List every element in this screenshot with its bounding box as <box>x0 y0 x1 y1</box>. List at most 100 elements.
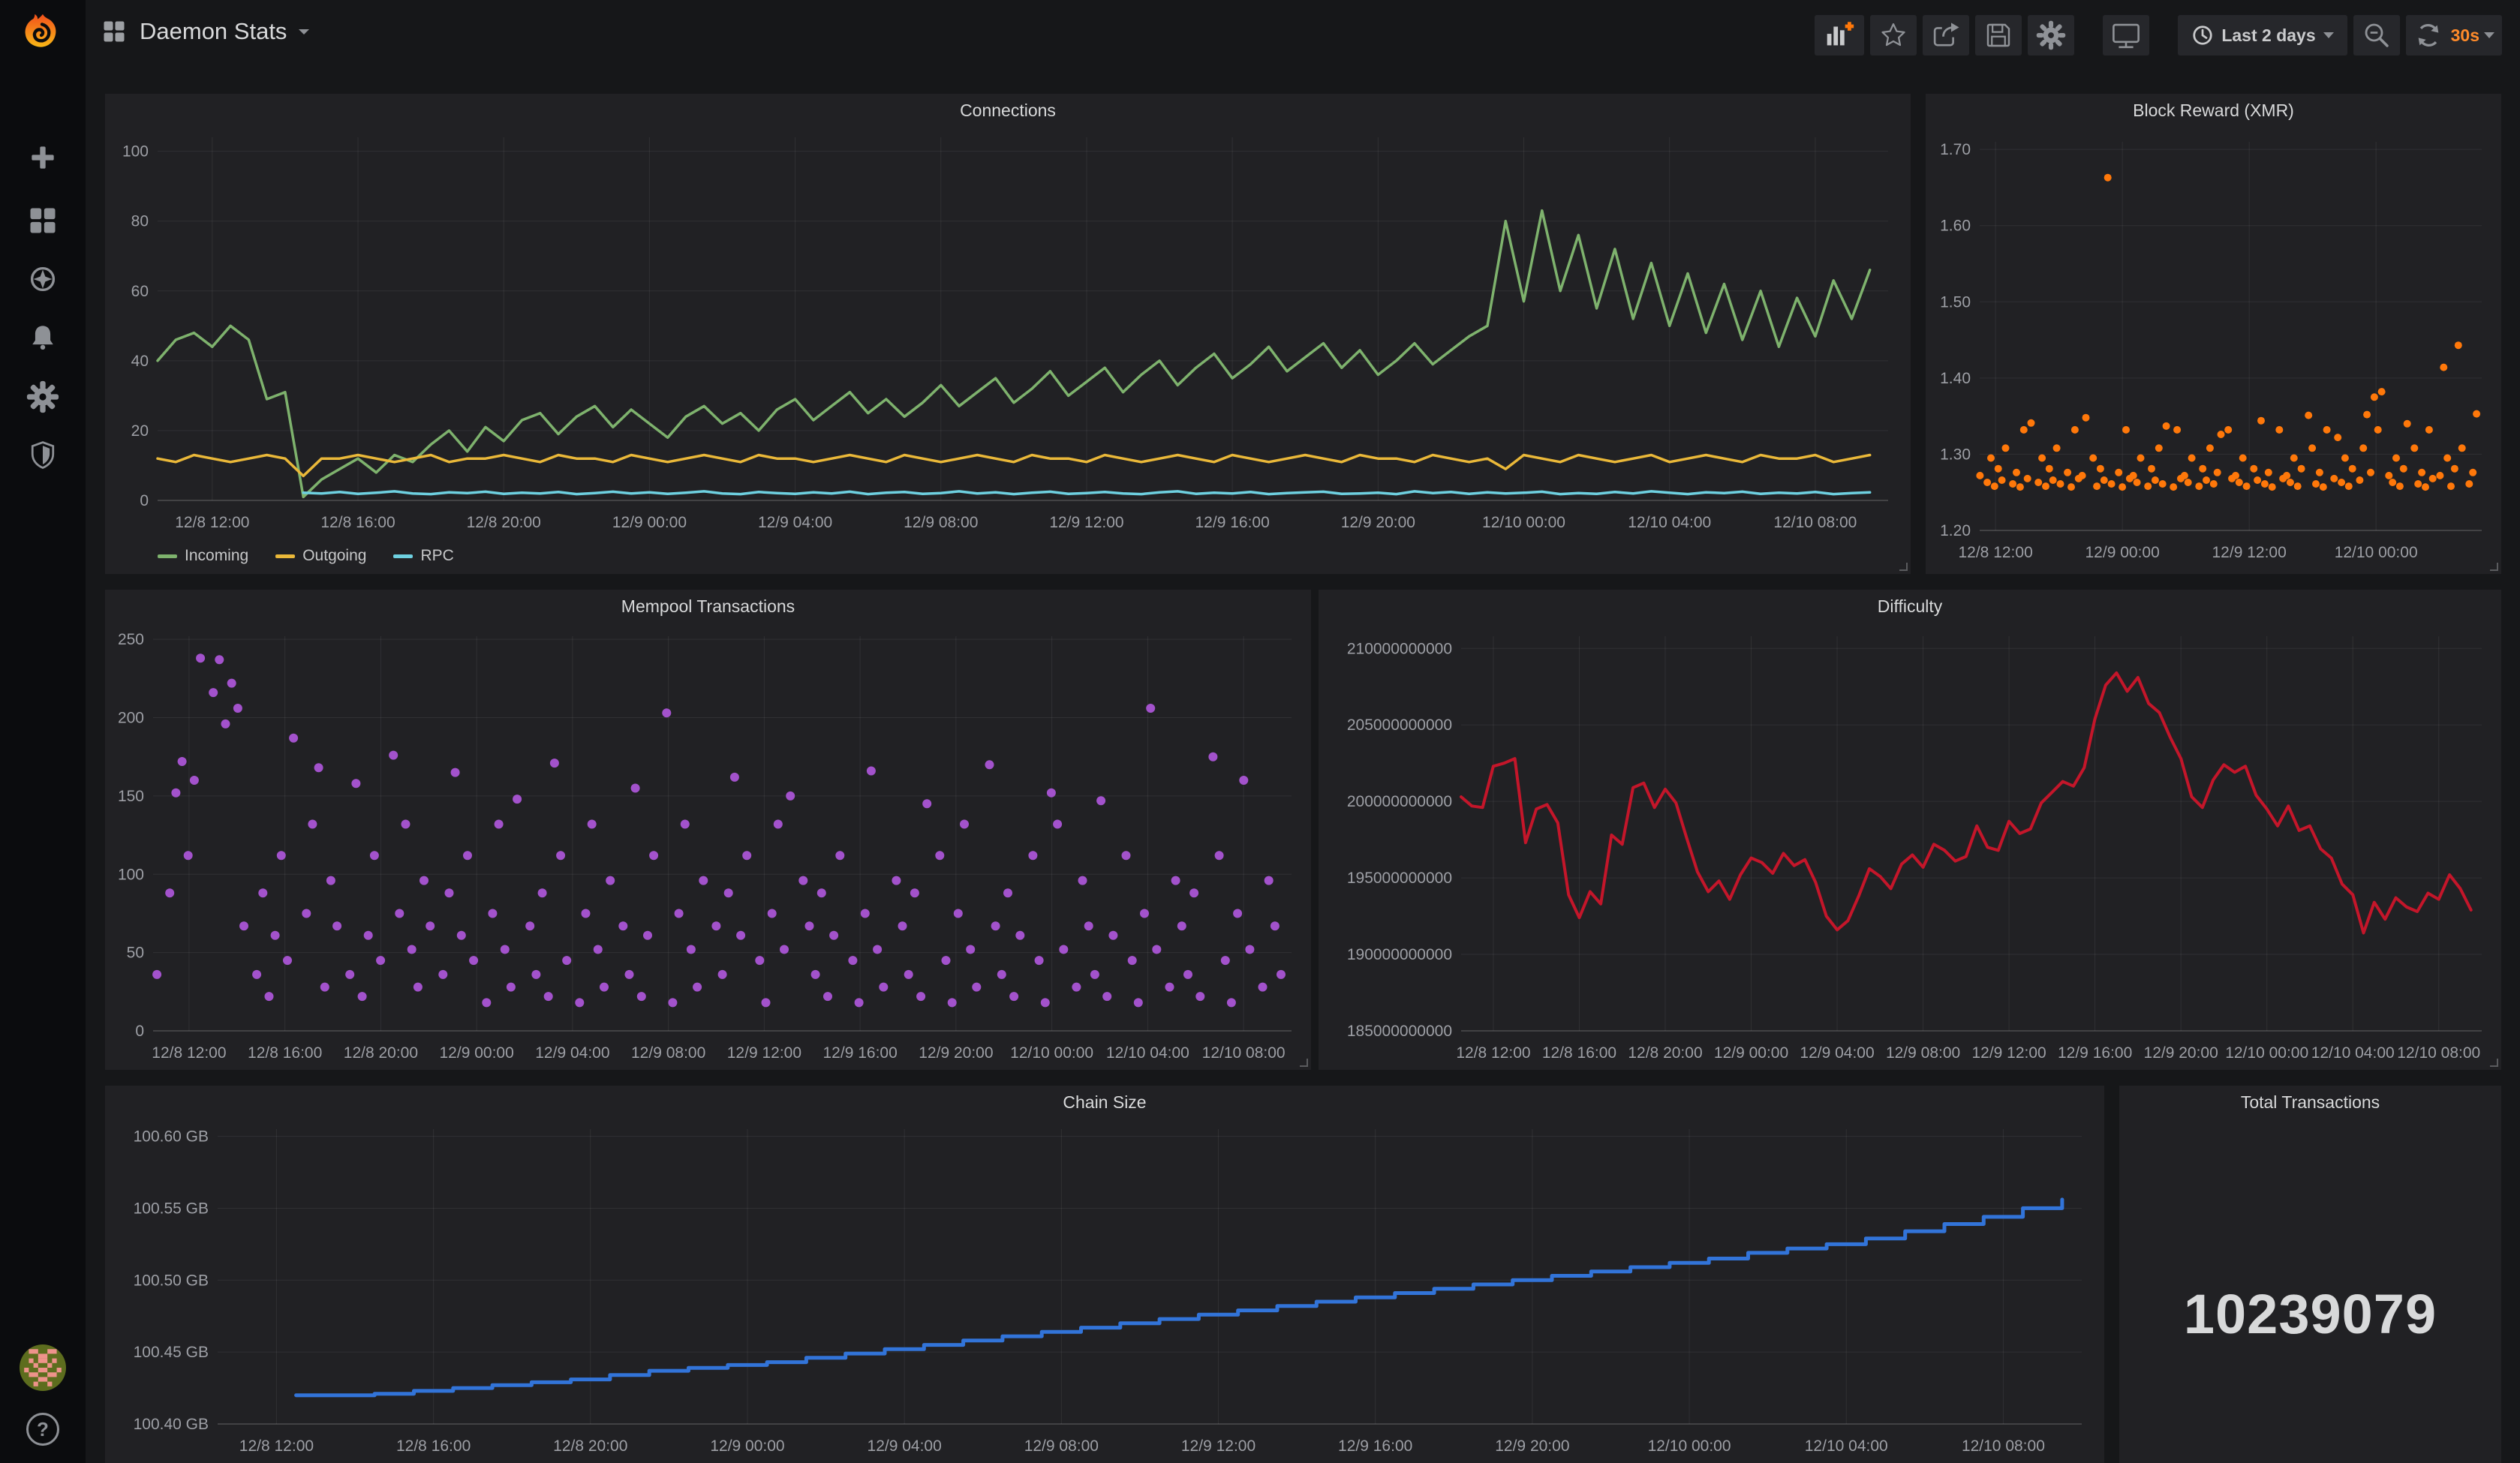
star-button[interactable] <box>1870 15 1917 56</box>
panel-resize-handle[interactable] <box>2490 563 2498 571</box>
svg-text:12/8 12:00: 12/8 12:00 <box>152 1044 226 1062</box>
svg-text:1.40: 1.40 <box>1940 370 1971 387</box>
legend-swatch <box>275 554 295 558</box>
sidebar-item-explore[interactable] <box>25 261 61 297</box>
legend-label: Outgoing <box>302 547 366 565</box>
svg-text:12/9 20:00: 12/9 20:00 <box>2144 1044 2218 1062</box>
svg-text:12/9 20:00: 12/9 20:00 <box>1341 514 1415 531</box>
legend-item-outgoing[interactable]: Outgoing <box>275 547 366 565</box>
svg-text:200: 200 <box>118 710 144 727</box>
refresh-interval-label: 30s <box>2451 26 2479 46</box>
grafana-logo[interactable] <box>19 11 67 59</box>
zoom-out-button[interactable] <box>2353 15 2400 56</box>
refresh-icon <box>2413 20 2443 50</box>
svg-text:0: 0 <box>140 492 149 509</box>
svg-text:12/9 20:00: 12/9 20:00 <box>919 1044 993 1062</box>
svg-text:1.70: 1.70 <box>1940 141 1971 158</box>
svg-text:12/9 12:00: 12/9 12:00 <box>727 1044 801 1062</box>
panel-title[interactable]: Block Reward (XMR) <box>1926 94 2501 127</box>
svg-text:20: 20 <box>131 422 149 440</box>
panel-difficulty: Difficulty 12/8 12:00 12/8 16:00 12/8 20:0… <box>1319 590 2501 1070</box>
svg-text:80: 80 <box>131 213 149 230</box>
server-admin-shield-icon <box>26 439 59 472</box>
panel-resize-handle[interactable] <box>1300 1059 1308 1067</box>
chart-canvas-block-reward[interactable]: 12/8 12:0012/9 00:0012/9 12:0012/10 00:0… <box>1926 127 2501 574</box>
panel-resize-handle[interactable] <box>1899 563 1908 571</box>
clock-icon <box>2191 24 2214 47</box>
svg-text:12/9 00:00: 12/9 00:00 <box>612 514 687 531</box>
sidebar-item-configuration[interactable] <box>25 379 61 415</box>
chart-canvas-difficulty[interactable]: 12/8 12:00 12/8 16:00 12/8 20:00 12/9 00:00… <box>1319 623 2501 1070</box>
legend-item-rpc[interactable]: RPC <box>393 547 453 565</box>
svg-text:205000000000: 205000000000 <box>1347 716 1452 734</box>
sidebar-item-server-admin[interactable] <box>25 437 61 473</box>
caret-down-icon[interactable] <box>299 29 309 35</box>
sidebar-item-dashboards[interactable] <box>25 203 61 239</box>
user-avatar[interactable] <box>20 1344 66 1391</box>
svg-text:12/9 08:00: 12/9 08:00 <box>904 514 978 531</box>
svg-text:12/8 20:00: 12/8 20:00 <box>1628 1044 1702 1062</box>
chart-legend: Incoming Outgoing RPC <box>158 539 454 572</box>
svg-text:12/9 04:00: 12/9 04:00 <box>868 1437 942 1455</box>
svg-text:12/9 12:00: 12/9 12:00 <box>2212 544 2287 561</box>
sidebar-item-alerting[interactable] <box>25 320 61 356</box>
svg-text:100.50 GB: 100.50 GB <box>134 1272 209 1289</box>
chart-canvas-chain-size[interactable]: 12/8 12:0012/8 16:0012/8 20:0012/9 00:00… <box>105 1119 2104 1463</box>
add-panel-icon <box>1822 18 1857 53</box>
svg-text:12/10 00:00: 12/10 00:00 <box>1482 514 1565 531</box>
svg-text:12/8 12:00: 12/8 12:00 <box>1456 1044 1530 1062</box>
alerting-bell-icon <box>26 321 59 354</box>
svg-text:12/9 00:00: 12/9 00:00 <box>1714 1044 1788 1062</box>
save-button[interactable] <box>1975 15 2022 56</box>
dashboard-grid-icon <box>101 18 128 45</box>
panel-title[interactable]: Total Transactions <box>2119 1086 2501 1119</box>
panel-title[interactable]: Chain Size <box>105 1086 2104 1119</box>
sidebar-item-create[interactable] <box>25 140 61 176</box>
tv-icon <box>2110 20 2142 51</box>
panel-resize-handle[interactable] <box>2490 1059 2498 1067</box>
svg-text:0: 0 <box>135 1023 144 1040</box>
cycle-view-button[interactable] <box>2103 15 2149 56</box>
svg-text:1.20: 1.20 <box>1940 522 1971 539</box>
panel-total-transactions: Total Transactions 10239079 <box>2119 1086 2501 1463</box>
svg-text:150: 150 <box>118 788 144 805</box>
time-range-picker[interactable]: Last 2 days <box>2178 15 2347 56</box>
svg-text:12/10 00:00: 12/10 00:00 <box>1010 1044 1093 1062</box>
share-button[interactable] <box>1923 15 1969 56</box>
dashboard-title[interactable]: Daemon Stats <box>140 18 287 45</box>
svg-text:12/8 20:00: 12/8 20:00 <box>344 1044 418 1062</box>
svg-text:12/9 08:00: 12/9 08:00 <box>631 1044 705 1062</box>
panel-title[interactable]: Mempool Transactions <box>105 590 1311 623</box>
refresh-controls[interactable]: 30s <box>2406 15 2502 56</box>
sidebar-item-help[interactable]: ? <box>25 1411 61 1447</box>
legend-swatch <box>393 554 413 558</box>
svg-text:12/9 16:00: 12/9 16:00 <box>2058 1044 2132 1062</box>
legend-label: Incoming <box>185 547 248 565</box>
chart-canvas-mempool[interactable]: 12/8 12:0012/8 16:0012/8 20:0012/9 00:00… <box>105 623 1311 1070</box>
svg-text:12/9 04:00: 12/9 04:00 <box>1800 1044 1874 1062</box>
panel-title[interactable]: Difficulty <box>1319 590 2501 623</box>
svg-text:12/10 00:00: 12/10 00:00 <box>2225 1044 2308 1062</box>
svg-text:12/9 04:00: 12/9 04:00 <box>758 514 832 531</box>
svg-text:200000000000: 200000000000 <box>1347 793 1452 810</box>
legend-label: RPC <box>420 547 453 565</box>
svg-text:12/10 08:00: 12/10 08:00 <box>1202 1044 1286 1062</box>
svg-text:190000000000: 190000000000 <box>1347 946 1452 963</box>
settings-button[interactable] <box>2028 15 2074 56</box>
panel-mempool: Mempool Transactions 12/8 12:0012/8 16:0… <box>105 590 1311 1070</box>
svg-text:1.60: 1.60 <box>1940 218 1971 235</box>
panel-title[interactable]: Connections <box>105 94 1911 127</box>
chart-canvas-connections[interactable]: 12/8 12:0012/8 16:0012/8 20:0012/9 00:00… <box>105 127 1911 538</box>
svg-text:100.55 GB: 100.55 GB <box>134 1200 209 1217</box>
star-icon <box>1878 20 1909 51</box>
svg-text:12/8 16:00: 12/8 16:00 <box>1542 1044 1616 1062</box>
legend-swatch <box>158 554 177 558</box>
legend-item-incoming[interactable]: Incoming <box>158 547 248 565</box>
svg-text:12/9 12:00: 12/9 12:00 <box>1049 514 1123 531</box>
svg-text:12/10 04:00: 12/10 04:00 <box>2311 1044 2395 1062</box>
svg-text:12/9 00:00: 12/9 00:00 <box>710 1437 784 1455</box>
add-panel-button[interactable] <box>1815 15 1864 56</box>
svg-text:100.40 GB: 100.40 GB <box>134 1416 209 1433</box>
svg-text:100: 100 <box>118 866 144 883</box>
top-nav: Daemon Stats <box>86 0 2520 71</box>
